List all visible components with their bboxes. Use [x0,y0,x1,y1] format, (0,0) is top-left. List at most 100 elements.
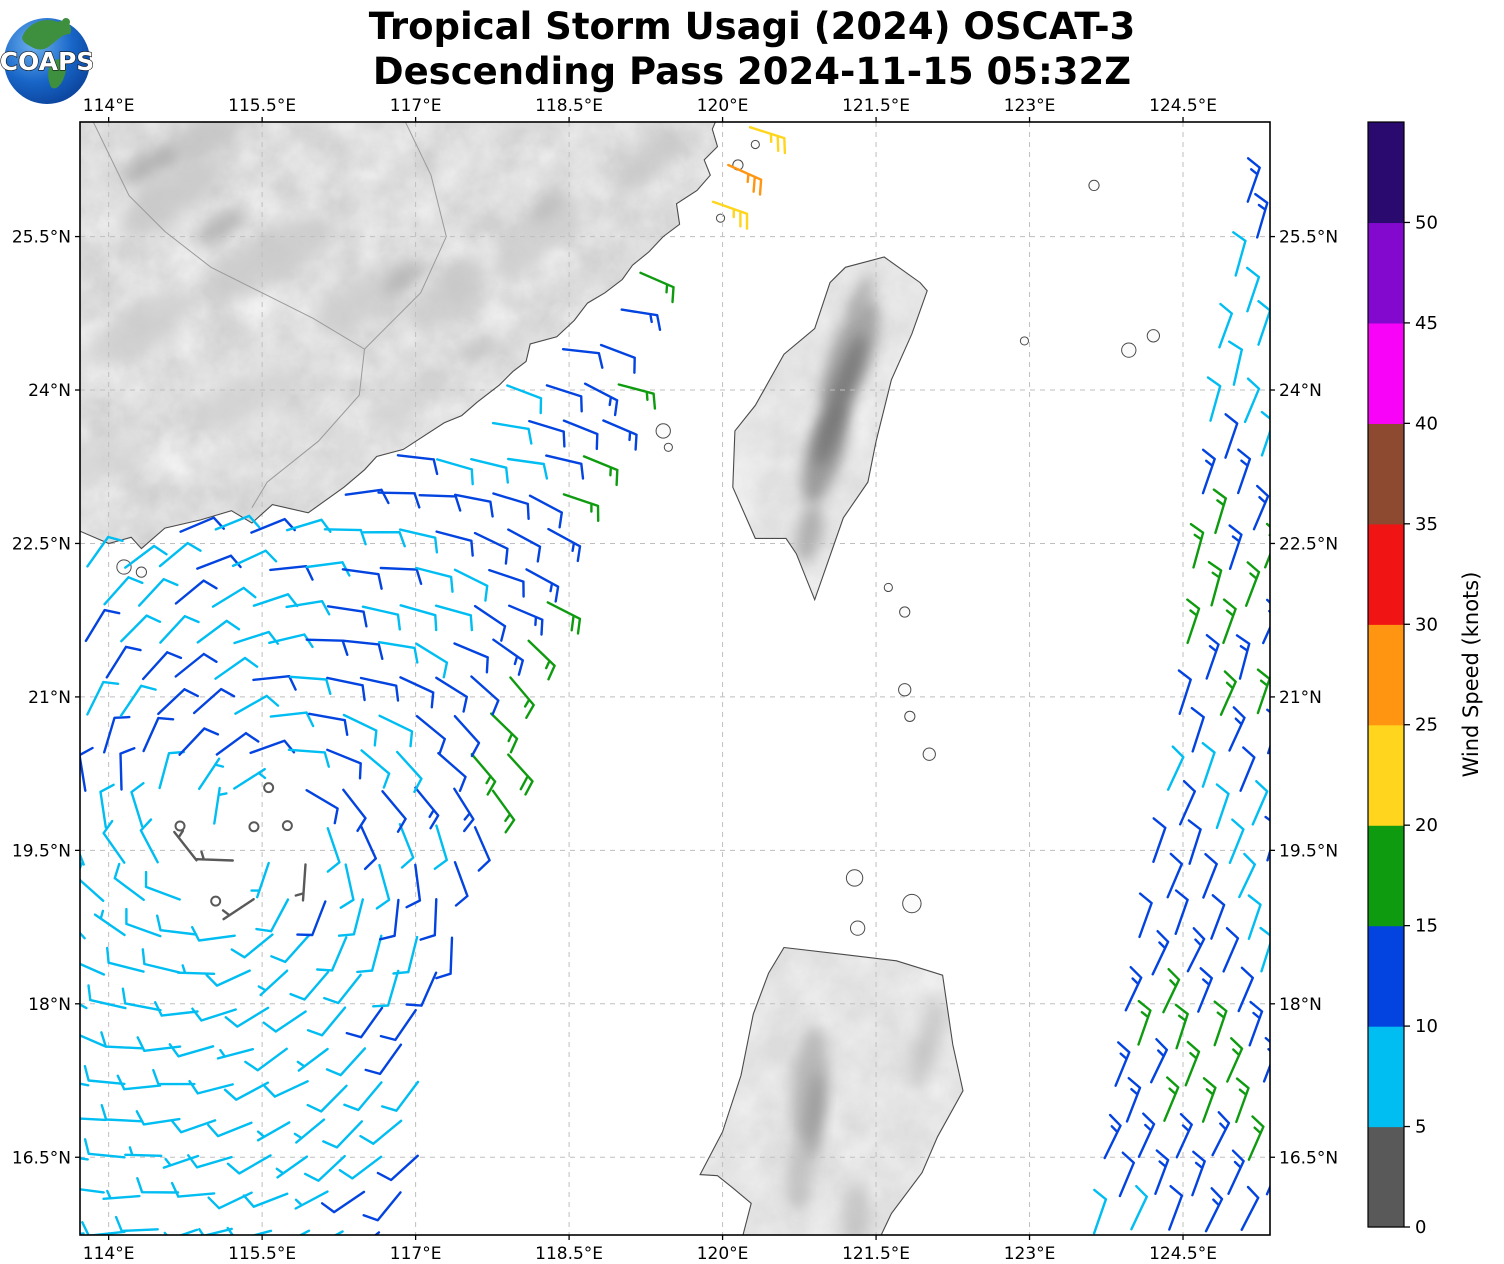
colorbar-segment [1368,1026,1404,1128]
wind-barb [125,907,162,938]
wind-barb [294,1190,329,1210]
plot-frame [79,121,1271,1236]
wind-barb [1092,1188,1108,1235]
colorbar-tick-label: 30 [1415,614,1438,635]
mountain-range [214,218,330,296]
wind-barb [119,684,157,717]
province-boundary [364,122,447,350]
wind-barb [711,200,749,230]
island [750,139,760,150]
wind-barb [356,934,383,974]
wind-barb [106,946,145,973]
wind-barb [1137,999,1152,1046]
wind-barb [102,1189,141,1200]
island [883,582,893,593]
wind-barb [1201,1077,1217,1123]
wind-barb [1138,892,1153,939]
colorbar-tick-label: 15 [1415,916,1438,937]
wind-barb [1191,1150,1206,1197]
wind-barb [414,786,440,830]
wind-barb [255,898,290,933]
xtick-label-bottom: 117°E [390,1244,442,1264]
wind-barb [398,823,415,869]
wind-barb [1124,966,1143,1012]
island [135,566,148,578]
wind-barb [602,419,638,451]
mountain-range [156,122,245,169]
wind-barb [378,714,414,748]
xtick-label-bottom: 118.5°E [535,1244,603,1264]
wind-barb [262,1010,307,1033]
wind-barb [215,732,260,756]
wind-barb [1212,488,1227,535]
island [1019,336,1030,346]
wind-barb [342,788,367,832]
wind-barb [176,964,216,975]
wind-barb [1179,779,1196,826]
wind-barb [1206,376,1222,422]
wind-barb [435,676,468,713]
wind-barb [1202,853,1218,899]
wind-barb [216,1048,254,1060]
wind-barb [362,531,406,548]
axis-ticks [75,117,1275,1240]
wind-barb [453,787,475,833]
wind-barb [242,1192,289,1208]
wind-barb [561,348,604,369]
wind-barb [80,831,85,866]
wind-barb [415,715,446,755]
coastline-china [80,122,719,550]
colorbar-tick-label: 25 [1415,715,1438,736]
colorbar-tick-label: 35 [1415,514,1438,535]
colorbar-tick-label: 10 [1415,1016,1438,1037]
wind-barb [322,1120,363,1149]
wind-barb [142,716,175,753]
wind-barb [135,1110,181,1126]
wind-barb [1227,1149,1245,1195]
colorbar-label: Wind Speed (knots) [1459,572,1483,778]
wind-barb [158,541,202,568]
colorbar-segment [1368,322,1404,424]
wind-barb [298,1229,311,1235]
calm-circle [174,820,186,832]
wind-barb [1264,815,1270,862]
wind-barb [359,1119,403,1145]
wind-barb [306,1084,348,1113]
mountain-range [123,147,177,183]
wind-barb [433,824,448,870]
mountain-range [846,274,875,322]
wind-barb [250,861,270,899]
wind-barb [116,1074,162,1091]
wind-barb [507,753,534,796]
ytick-label-right: 21°N [1279,688,1322,708]
wind-barb [418,494,462,512]
wind-barb [152,1068,196,1086]
wind-barb [130,782,145,828]
map-plot-area [80,122,1270,1235]
wind-barb [1240,1185,1260,1231]
wind-barb [114,1215,159,1233]
wind-barb [1251,780,1269,826]
wind-barb [525,568,560,603]
wind-barb [399,676,435,709]
ytick-label-right: 19.5°N [1279,841,1338,861]
wind-barb [375,863,391,910]
xtick-label-top: 124.5°E [1149,96,1217,116]
wind-barb [226,1226,273,1235]
wind-barb [562,493,600,522]
wind-barb [211,586,257,608]
wind-barb [1252,484,1270,531]
wind-barb [1245,561,1261,607]
wind-barb [492,492,530,520]
wind-barb [1197,967,1213,1013]
logo-text: COAPS [0,47,94,76]
wind-barb [1187,819,1202,865]
wind-barb [405,863,422,909]
wind-barb [80,1034,106,1048]
wind-barb [379,566,423,585]
wind-barb [230,933,274,959]
wind-barb [599,343,636,374]
wind-barb [1207,560,1223,607]
island [902,893,922,914]
wind-barb [419,898,438,941]
